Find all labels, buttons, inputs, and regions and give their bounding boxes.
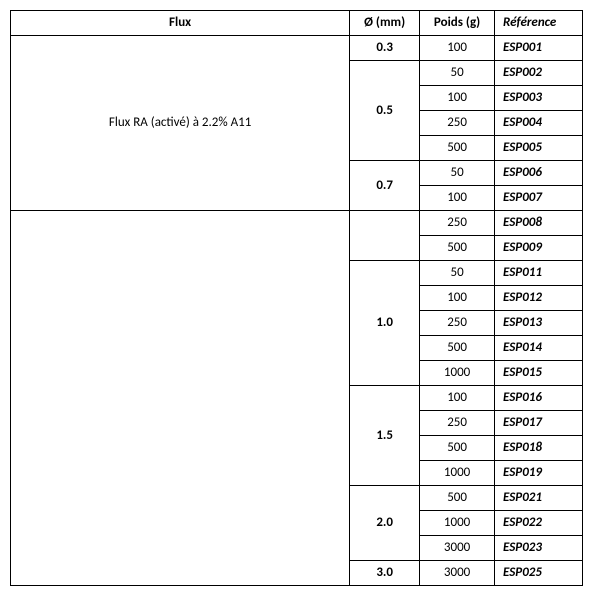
weight-cell: 500	[420, 236, 495, 261]
reference-cell: ESP008	[495, 211, 583, 236]
reference-cell: ESP018	[495, 436, 583, 461]
reference-cell: ESP014	[495, 336, 583, 361]
reference-cell: ESP003	[495, 86, 583, 111]
weight-cell: 100	[420, 86, 495, 111]
weight-cell: 50	[420, 161, 495, 186]
reference-cell: ESP019	[495, 461, 583, 486]
diameter-cell: 1.0	[350, 261, 420, 386]
diameter-cell: 0.7	[350, 161, 420, 211]
reference-cell: ESP004	[495, 111, 583, 136]
weight-cell: 500	[420, 136, 495, 161]
weight-cell: 250	[420, 211, 495, 236]
reference-cell: ESP013	[495, 311, 583, 336]
table-row: Flux RA (activé) à 2.2% A110.3100ESP001	[11, 36, 583, 61]
header-row: Flux Ø (mm) Poids (g) Référence	[11, 11, 583, 36]
reference-cell: ESP009	[495, 236, 583, 261]
reference-cell: ESP025	[495, 561, 583, 586]
diameter-cell: 3.0	[350, 561, 420, 586]
reference-cell: ESP007	[495, 186, 583, 211]
diameter-cell: 0.5	[350, 61, 420, 161]
weight-cell: 100	[420, 386, 495, 411]
weight-cell: 250	[420, 111, 495, 136]
flux-cell-empty	[11, 211, 350, 586]
header-weight: Poids (g)	[420, 11, 495, 36]
reference-cell: ESP002	[495, 61, 583, 86]
weight-cell: 3000	[420, 561, 495, 586]
reference-cell: ESP022	[495, 511, 583, 536]
weight-cell: 50	[420, 261, 495, 286]
header-diameter: Ø (mm)	[350, 11, 420, 36]
weight-cell: 100	[420, 286, 495, 311]
weight-cell: 1000	[420, 461, 495, 486]
weight-cell: 1000	[420, 511, 495, 536]
weight-cell: 250	[420, 311, 495, 336]
diameter-cell: 2.0	[350, 486, 420, 561]
reference-cell: ESP001	[495, 36, 583, 61]
flux-table: Flux Ø (mm) Poids (g) Référence Flux RA …	[10, 10, 583, 586]
table-body: Flux RA (activé) à 2.2% A110.3100ESP0010…	[11, 36, 583, 586]
reference-cell: ESP015	[495, 361, 583, 386]
reference-cell: ESP016	[495, 386, 583, 411]
reference-cell: ESP012	[495, 286, 583, 311]
reference-cell: ESP023	[495, 536, 583, 561]
weight-cell: 500	[420, 486, 495, 511]
diameter-cell: 1.5	[350, 386, 420, 486]
flux-cell: Flux RA (activé) à 2.2% A11	[11, 36, 350, 211]
weight-cell: 100	[420, 36, 495, 61]
reference-cell: ESP005	[495, 136, 583, 161]
table-row: 250ESP008	[11, 211, 583, 236]
header-reference: Référence	[495, 11, 583, 36]
weight-cell: 3000	[420, 536, 495, 561]
reference-cell: ESP017	[495, 411, 583, 436]
weight-cell: 500	[420, 336, 495, 361]
weight-cell: 50	[420, 61, 495, 86]
diameter-cell	[350, 211, 420, 261]
header-flux: Flux	[11, 11, 350, 36]
reference-cell: ESP011	[495, 261, 583, 286]
reference-cell: ESP006	[495, 161, 583, 186]
reference-cell: ESP021	[495, 486, 583, 511]
diameter-cell: 0.3	[350, 36, 420, 61]
weight-cell: 100	[420, 186, 495, 211]
weight-cell: 500	[420, 436, 495, 461]
weight-cell: 250	[420, 411, 495, 436]
weight-cell: 1000	[420, 361, 495, 386]
